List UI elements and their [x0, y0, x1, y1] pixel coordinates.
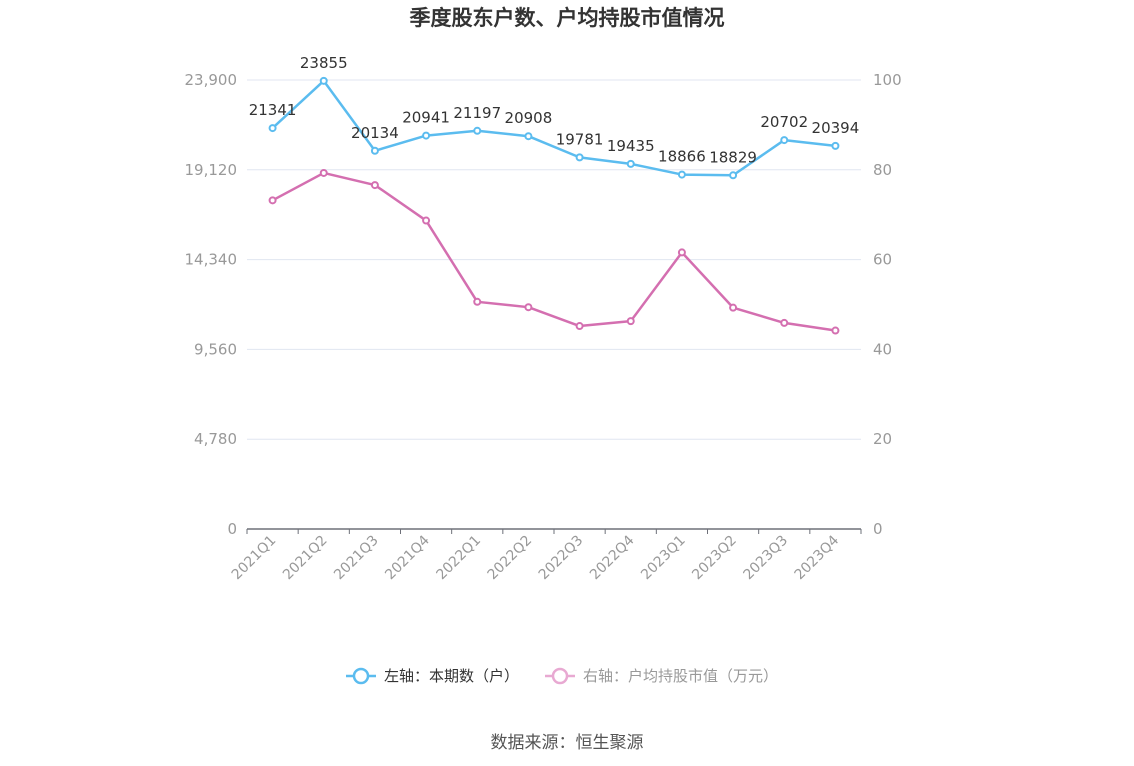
data-point[interactable]	[473, 297, 482, 306]
data-label: 20908	[505, 109, 553, 127]
x-tick-label: 2022Q1	[433, 533, 484, 584]
legend-label: 左轴：本期数（户）	[384, 667, 519, 685]
series-line	[271, 171, 836, 332]
data-label: 18866	[658, 148, 706, 166]
left-tick-label: 23,900	[185, 71, 238, 89]
x-axis: 2021Q1 2021Q2 2021Q3 2021Q4 2022Q1 2022Q2 2022…	[229, 528, 862, 584]
x-tick-label: 2022Q2	[485, 533, 536, 584]
left-tick-label: 4,780	[194, 430, 237, 448]
data-point[interactable]	[422, 131, 431, 140]
x-tick-label: 2023Q1	[638, 533, 689, 584]
data-label: 19781	[556, 130, 604, 148]
data-point[interactable]	[370, 181, 379, 190]
data-point[interactable]	[780, 318, 789, 327]
left-tick-label: 14,340	[185, 251, 238, 269]
data-label: 20941	[402, 109, 450, 127]
data-label: 19435	[607, 137, 655, 155]
right-tick-label: 80	[873, 161, 892, 179]
data-point[interactable]	[422, 216, 431, 225]
legend-item-0[interactable]: 左轴：本期数（户）	[346, 667, 519, 685]
x-tick-label: 2021Q2	[280, 533, 331, 584]
left-tick-label: 9,560	[194, 340, 237, 358]
data-point[interactable]	[524, 303, 533, 312]
data-point[interactable]	[677, 170, 686, 179]
right-tick-label: 100	[873, 71, 902, 89]
left-tick-label: 0	[227, 520, 237, 538]
series-line	[271, 79, 836, 177]
left-tick-label: 19,120	[185, 161, 238, 179]
data-point[interactable]	[370, 146, 379, 155]
data-point[interactable]	[831, 141, 840, 150]
grid-lines	[247, 79, 861, 440]
data-point[interactable]	[780, 136, 789, 145]
x-tick-label: 2023Q4	[792, 532, 843, 583]
data-label: 21197	[453, 104, 501, 122]
x-tick-label: 2022Q4	[587, 532, 638, 583]
data-point[interactable]	[473, 126, 482, 135]
right-tick-label: 60	[873, 251, 892, 269]
legend[interactable]: 左轴：本期数（户） 右轴：户均持股市值（万元）	[346, 667, 778, 685]
data-label: 23855	[300, 54, 348, 72]
x-tick-label: 2023Q2	[689, 533, 740, 584]
x-tick-label: 2021Q4	[382, 532, 433, 583]
x-tick-label: 2021Q3	[331, 533, 382, 584]
left-axis: 0 4,780 9,560 14,340 19,120 23,900	[185, 71, 238, 538]
x-tick-label: 2022Q3	[536, 533, 587, 584]
series-1	[268, 168, 840, 335]
data-point[interactable]	[319, 76, 328, 85]
data-point[interactable]	[729, 171, 738, 180]
right-tick-label: 0	[873, 520, 883, 538]
data-point[interactable]	[575, 153, 584, 162]
data-point[interactable]	[729, 303, 738, 312]
right-axis: 0 20 40 60 80 100	[873, 71, 902, 538]
data-point[interactable]	[268, 124, 277, 133]
legend-marker	[551, 667, 569, 685]
data-label: 21341	[249, 101, 297, 119]
x-tick-label: 2023Q3	[740, 533, 791, 584]
data-point[interactable]	[831, 326, 840, 335]
legend-item-1[interactable]: 右轴：户均持股市值（万元）	[545, 667, 778, 685]
data-point[interactable]	[319, 168, 328, 177]
right-tick-label: 20	[873, 430, 892, 448]
data-label: 20134	[351, 124, 399, 142]
data-label: 20394	[812, 119, 860, 137]
x-tick-label: 2021Q1	[229, 533, 280, 584]
legend-label: 右轴：户均持股市值（万元）	[583, 667, 778, 685]
data-point[interactable]	[677, 248, 686, 257]
chart-title: 季度股东户数、户均持股市值情况	[410, 6, 725, 30]
data-point[interactable]	[524, 132, 533, 141]
data-label: 20702	[760, 113, 808, 131]
legend-marker	[352, 667, 370, 685]
data-point[interactable]	[626, 317, 635, 326]
data-label: 18829	[709, 148, 757, 166]
right-tick-label: 40	[873, 340, 892, 358]
data-point[interactable]	[626, 159, 635, 168]
data-point[interactable]	[575, 322, 584, 331]
data-source: 数据来源：恒生聚源	[491, 733, 644, 753]
data-point[interactable]	[268, 196, 277, 205]
